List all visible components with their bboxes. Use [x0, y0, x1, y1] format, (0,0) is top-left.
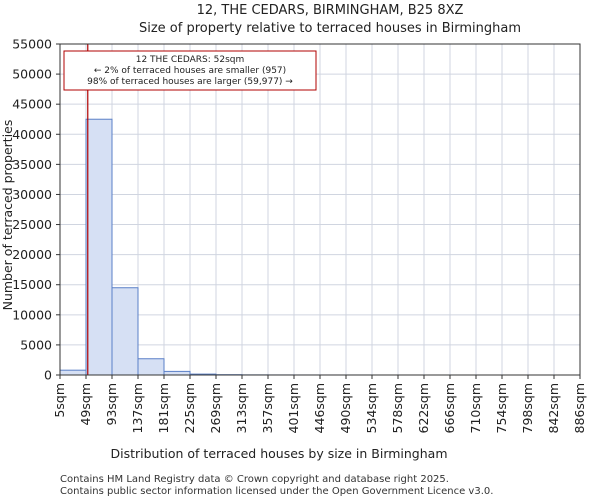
annotation-line-3: 98% of terraced houses are larger (59,97…: [87, 77, 293, 87]
x-tick-label: 401sqm: [286, 383, 301, 433]
x-tick-label: 5sqm: [52, 383, 67, 418]
y-tick-label: 45000: [12, 97, 52, 112]
x-tick-label: 842sqm: [546, 383, 561, 433]
y-tick-label: 15000: [12, 277, 52, 292]
annotation-line-2: ← 2% of terraced houses are smaller (957…: [94, 66, 286, 76]
y-tick-label: 40000: [12, 127, 52, 142]
x-tick-label: 93sqm: [104, 383, 119, 426]
x-tick-label: 137sqm: [130, 383, 145, 433]
x-axis-label: Distribution of terraced houses by size …: [111, 446, 448, 461]
annotation-line-1: 12 THE CEDARS: 52sqm: [136, 55, 245, 65]
x-tick-label: 710sqm: [468, 383, 483, 433]
x-tick-label: 666sqm: [442, 383, 457, 433]
x-tick-label: 622sqm: [416, 383, 431, 433]
footer-line-2: Contains public sector information licen…: [60, 486, 493, 497]
x-tick-label: 798sqm: [520, 383, 535, 433]
x-tick-label: 181sqm: [156, 383, 171, 433]
y-tick-label: 25000: [12, 217, 52, 232]
histogram-bar: [112, 288, 138, 375]
x-tick-label: 446sqm: [312, 383, 327, 433]
footer-line-1: Contains HM Land Registry data © Crown c…: [60, 474, 449, 485]
x-tick-label: 578sqm: [390, 383, 405, 433]
chart-subtitle: Size of property relative to terraced ho…: [139, 21, 521, 36]
y-tick-label: 0: [44, 368, 52, 383]
x-tick-label: 269sqm: [208, 383, 223, 433]
x-tick-label: 357sqm: [260, 383, 275, 433]
histogram-bar: [86, 119, 112, 375]
chart-title: 12, THE CEDARS, BIRMINGHAM, B25 8XZ: [197, 3, 464, 18]
x-tick-label: 490sqm: [338, 383, 353, 433]
x-tick-label: 313sqm: [234, 383, 249, 433]
y-tick-label: 50000: [12, 67, 52, 82]
x-tick-label: 225sqm: [182, 383, 197, 433]
y-tick-label: 5000: [20, 337, 52, 352]
annotation-box: 12 THE CEDARS: 52sqm ← 2% of terraced ho…: [64, 51, 316, 90]
x-tick-label: 534sqm: [364, 383, 379, 433]
x-ticks: 5sqm 49sqm 93sqm 137sqm 181sqm 225sqm 269sqm 31…: [52, 375, 587, 433]
histogram-bar: [138, 359, 164, 375]
histogram-bar: [60, 370, 86, 375]
x-tick-label: 754sqm: [494, 383, 509, 433]
x-tick-label: 886sqm: [572, 383, 587, 433]
y-tick-label: 55000: [12, 37, 52, 52]
histogram-bar: [164, 371, 190, 375]
y-axis-label: Number of terraced properties: [0, 120, 15, 311]
x-tick-label: 49sqm: [78, 383, 93, 426]
y-tick-label: 20000: [12, 247, 52, 262]
y-tick-label: 10000: [12, 307, 52, 322]
y-tick-label: 35000: [12, 157, 52, 172]
y-ticks: 0 5000 10000 15000 20000 25000 30000 35000 40000…: [12, 37, 60, 383]
y-tick-label: 30000: [12, 187, 52, 202]
